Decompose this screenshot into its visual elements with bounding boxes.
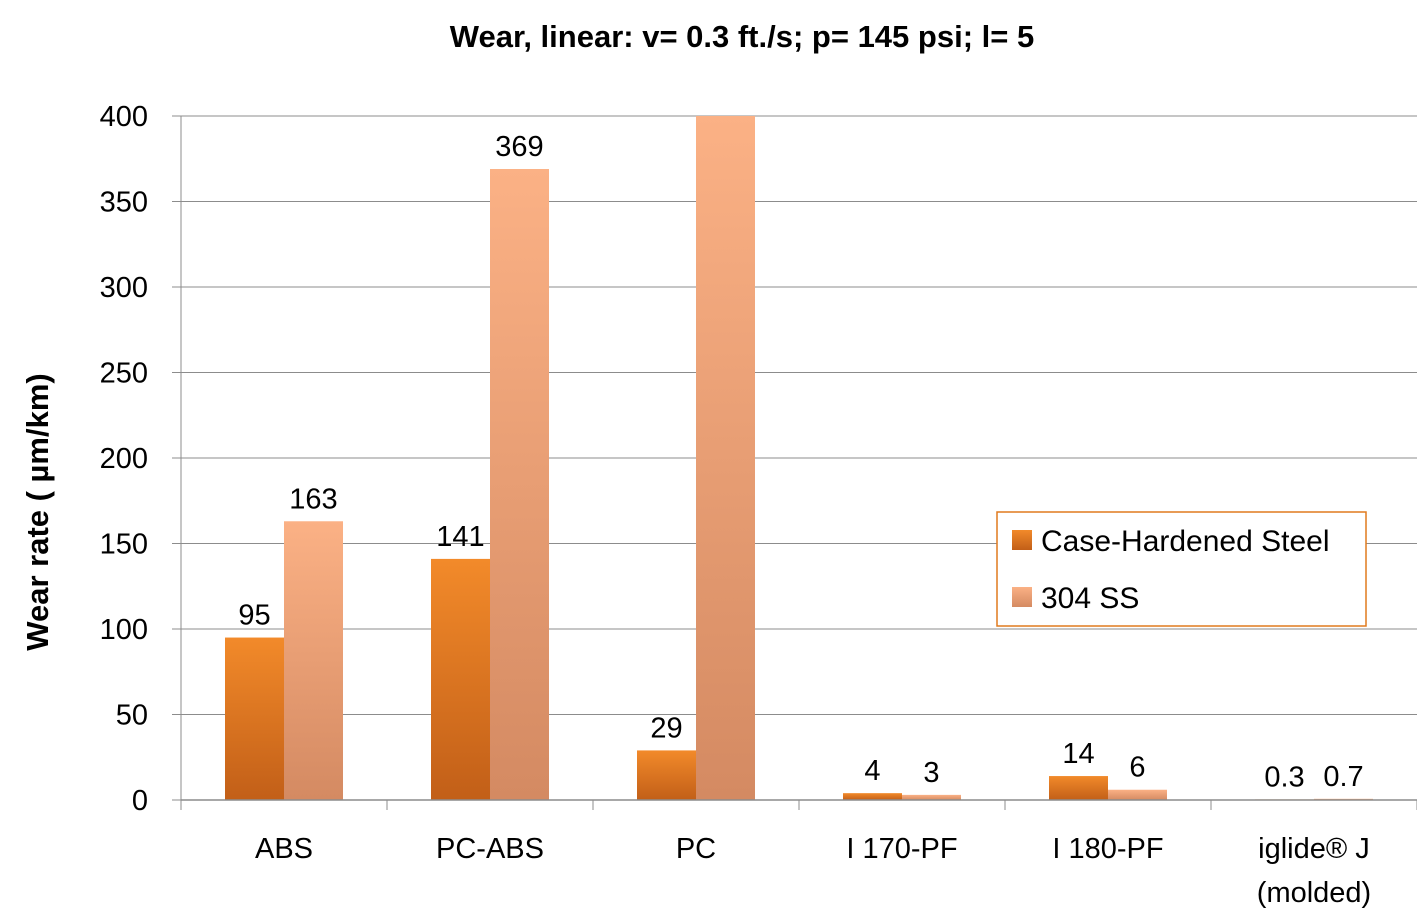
legend-swatch-304-ss: [1012, 587, 1032, 607]
bar-case-hardened-steel-abs: [225, 637, 284, 800]
data-label-304-ss-abs: 163: [289, 483, 337, 515]
data-label-304-ss-pc-abs: 369: [495, 131, 543, 163]
y-tick-label-0: 0: [132, 785, 148, 817]
bar-304-ss-pc-abs: [490, 169, 549, 800]
data-label-304-ss-iglide-j-molded: 0.7: [1323, 761, 1363, 793]
data-label-case-hardened-steel-abs: 95: [238, 600, 270, 632]
data-labels: 95 141 29 4 14 0.3 163 369 3 6 0.7: [238, 131, 1363, 793]
data-label-case-hardened-steel-iglide-j-molded: 0.3: [1264, 761, 1304, 793]
bar-304-ss-abs: [284, 521, 343, 800]
y-tick-labels: 0 50 100 150 200 250 300 350 400: [100, 101, 148, 817]
legend-label-case-hardened-steel: Case-Hardened Steel: [1041, 525, 1330, 558]
x-category-label-iglide-j-molded-line2: (molded): [1257, 877, 1371, 909]
bar-case-hardened-steel-i-170-pf: [843, 793, 902, 800]
x-category-label-pc-abs: PC-ABS: [436, 833, 544, 865]
y-tick-label-300: 300: [100, 272, 148, 304]
y-tick-label-200: 200: [100, 443, 148, 475]
data-label-304-ss-i-170-pf: 3: [923, 757, 939, 789]
data-label-case-hardened-steel-pc: 29: [650, 712, 682, 744]
data-label-case-hardened-steel-i-170-pf: 4: [864, 755, 880, 787]
y-tick-label-100: 100: [100, 614, 148, 646]
data-label-304-ss-i-180-pf: 6: [1129, 752, 1145, 784]
x-category-label-iglide-j-molded: iglide® J: [1258, 833, 1370, 865]
legend-box: [996, 511, 1367, 627]
axes: [180, 116, 1417, 810]
gridlines: [172, 115, 1417, 801]
x-category-label-abs: ABS: [255, 833, 313, 865]
data-label-case-hardened-steel-pc-abs: 141: [436, 521, 484, 553]
bar-304-ss-pc: [696, 116, 755, 800]
bar-case-hardened-steel-pc-abs: [431, 558, 490, 800]
legend: Case-Hardened Steel 304 SS: [996, 511, 1367, 627]
bar-304-ss-i-170-pf: [902, 794, 961, 800]
chart-title: Wear, linear: v= 0.3 ft./s; p= 145 psi; …: [450, 19, 1034, 54]
legend-label-304-ss: 304 SS: [1041, 582, 1139, 615]
x-category-label-i-180-pf: I 180-PF: [1052, 833, 1163, 865]
bar-case-hardened-steel-pc: [637, 750, 696, 800]
x-category-label-i-170-pf: I 170-PF: [846, 833, 957, 865]
x-category-labels: ABS PC-ABS PC I 170-PF I 180-PF iglide® J (mol…: [255, 833, 1371, 909]
y-tick-label-250: 250: [100, 358, 148, 390]
bar-case-hardened-steel-i-180-pf: [1049, 776, 1108, 800]
data-label-case-hardened-steel-i-180-pf: 14: [1062, 738, 1094, 770]
y-tick-label-150: 150: [100, 529, 148, 561]
y-axis-title: Wear rate ( µm/km): [20, 373, 55, 650]
y-tick-label-400: 400: [100, 101, 148, 133]
bars: [225, 116, 1373, 800]
y-tick-label-350: 350: [100, 187, 148, 219]
bar-304-ss-i-180-pf: [1108, 789, 1167, 800]
x-category-label-pc: PC: [676, 833, 716, 865]
y-tick-label-50: 50: [116, 700, 148, 732]
legend-swatch-case-hardened-steel: [1012, 530, 1032, 550]
